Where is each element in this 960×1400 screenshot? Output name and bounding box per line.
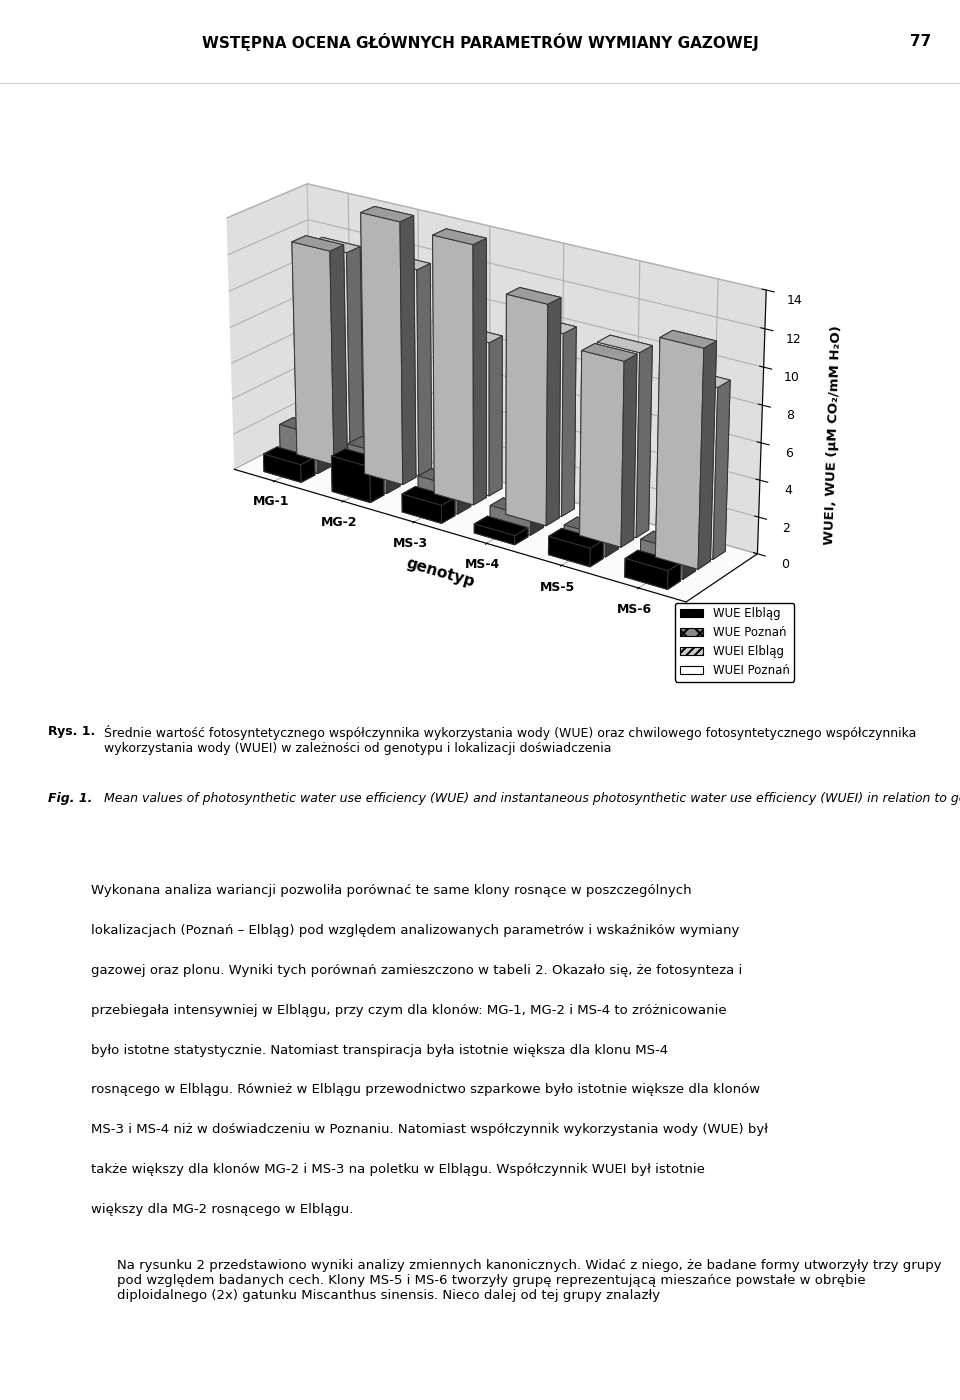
Text: gazowej oraz plonu. Wyniki tych porównań zamieszczono w tabeli 2. Okazało się, ż: gazowej oraz plonu. Wyniki tych porównań… xyxy=(91,963,742,977)
Text: było istotne statystycznie. Natomiast transpiracja była istotnie większa dla klo: było istotne statystycznie. Natomiast tr… xyxy=(91,1043,668,1057)
Text: przebiegała intensywniej w Elblągu, przy czym dla klonów: MG-1, MG-2 i MS-4 to z: przebiegała intensywniej w Elblągu, przy… xyxy=(91,1004,727,1016)
Text: większy dla MG-2 rosnącego w Elblągu.: większy dla MG-2 rosnącego w Elblągu. xyxy=(91,1203,353,1217)
Text: 77: 77 xyxy=(910,35,931,49)
Text: Fig. 1.: Fig. 1. xyxy=(48,792,97,805)
Text: Średnie wartość fotosyntetycznego współczynnika wykorzystania wody (WUE) oraz ch: Średnie wartość fotosyntetycznego współc… xyxy=(105,725,917,755)
Text: Rys. 1.: Rys. 1. xyxy=(48,725,100,738)
Text: także większy dla klonów MG-2 i MS-3 na poletku w Elblągu. Współczynnik WUEI był: także większy dla klonów MG-2 i MS-3 na … xyxy=(91,1163,705,1176)
Legend: WUE Elbląg, WUE Poznań, WUEI Elbląg, WUEI Poznań: WUE Elbląg, WUE Poznań, WUEI Elbląg, WUE… xyxy=(675,602,795,682)
Text: Wykonana analiza wariancji pozwoliła porównać te same klony rosnące w poszczegól: Wykonana analiza wariancji pozwoliła por… xyxy=(91,883,692,897)
Text: rosnącego w Elblągu. Również w Elblągu przewodnictwo szparkowe było istotnie wię: rosnącego w Elblągu. Również w Elblągu p… xyxy=(91,1084,760,1096)
Text: MS-3 i MS-4 niż w doświadczeniu w Poznaniu. Natomiast współczynnik wykorzystania: MS-3 i MS-4 niż w doświadczeniu w Poznan… xyxy=(91,1123,768,1137)
Text: lokalizacjach (Poznań – Elbląg) pod względem analizowanych parametrów i wskaźnik: lokalizacjach (Poznań – Elbląg) pod wzgl… xyxy=(91,924,739,937)
Text: WSTĘPNA OCENA GŁÓWNYCH PARAMETRÓW WYMIANY GAZOWEJ: WSTĘPNA OCENA GŁÓWNYCH PARAMETRÓW WYMIAN… xyxy=(202,34,758,50)
Text: Mean values of photosynthetic water use efficiency (WUE) and instantaneous photo: Mean values of photosynthetic water use … xyxy=(105,792,960,805)
Text: Na rysunku 2 przedstawiono wyniki analizy zmiennych kanonicznych. Widać z niego,: Na rysunku 2 przedstawiono wyniki analiz… xyxy=(117,1259,942,1302)
X-axis label: genotyp: genotyp xyxy=(404,556,476,589)
